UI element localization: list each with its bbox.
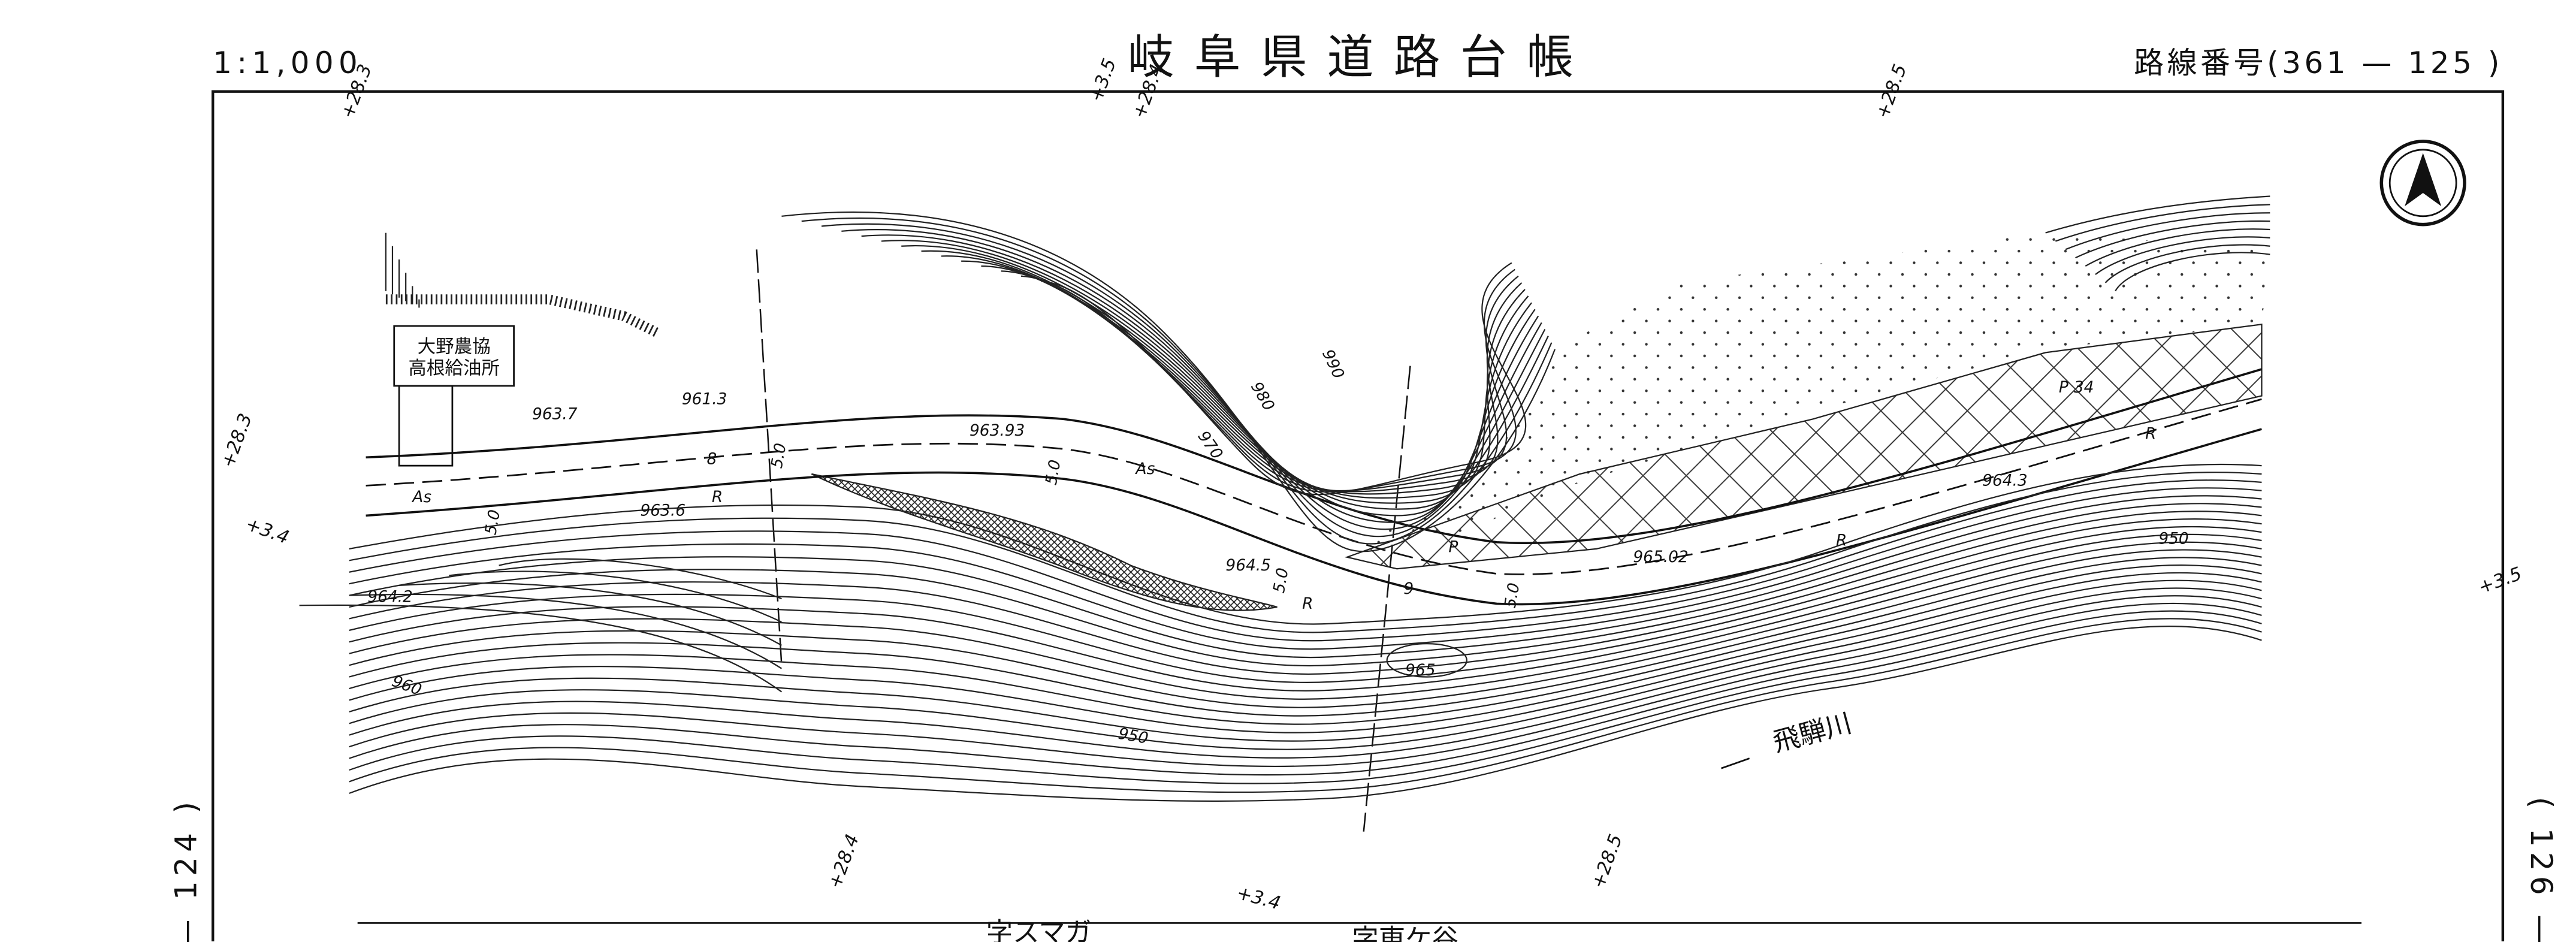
contour-line [2085,228,2270,267]
contour-line [2104,244,2270,283]
contour-line [349,587,2262,759]
parking-area [1345,323,2263,570]
contour-line [349,533,2262,700]
sheet-frame [212,90,2505,941]
contour-line [349,618,2262,793]
map-label: 9 [1403,580,1414,598]
map-label: As [1135,460,1155,478]
contour-line [349,495,2262,659]
map-label: 963.7 [532,405,578,423]
contour-line [349,564,2262,733]
map-label: 963.6 [641,502,685,520]
map-label: 5.0 [1502,582,1524,609]
contour-line [349,541,2262,708]
contour-line [399,582,782,646]
contour-line [349,518,2262,683]
contour-line [2075,220,2270,259]
contour-line [499,558,782,600]
contour-line [1041,262,1527,496]
contour-line [349,626,2262,802]
map-label: 5.0 [768,442,790,469]
road-centerline [366,398,2262,575]
contour-line [349,557,2262,725]
flow-arrow [1721,757,1750,769]
map-label: 964.2 [367,588,412,606]
map-label: 字スマガ [986,917,1092,942]
contour-line [349,526,2262,692]
contour-line [299,604,783,693]
contour-line [349,610,2262,784]
map-label: 950 [2158,530,2188,548]
scale: 1:1,000 [213,46,363,80]
vegetation-area [1347,233,2270,549]
mound [1386,642,1467,678]
north-arrow [2379,140,2466,227]
route-number: 路線番号(361 — 125 ) [2134,46,2503,80]
contour-line [2095,236,2270,275]
map-label: 5.0 [482,508,504,536]
map-label: R [2145,425,2156,443]
contour-line [349,479,2262,642]
map-label: 34 [2074,379,2094,397]
contour-line [349,472,2262,633]
adjacent-sheet: — 124 ) [168,797,203,942]
contour-line [349,463,2262,625]
map-label: 5.0 [1043,458,1065,486]
facility-name: 大野農協 [418,336,491,357]
map-label: 字東ケ谷 [1352,924,1458,942]
cliff-mark [385,294,659,337]
contour-line [349,579,2262,750]
building [398,385,454,467]
contour-line [349,511,2262,675]
map-label: As [411,488,431,506]
map-label: R [1836,532,1847,550]
map-label: P [2059,379,2068,397]
contour-line [2055,204,2270,242]
terrain [299,195,2270,832]
map-label: P [1448,538,1458,556]
contour-line [2065,212,2270,250]
retaining-wall [811,473,1278,611]
facility-name: 高根給油所 [408,358,500,379]
road-edge [366,428,2262,606]
map-label: 5.0 [1270,567,1292,594]
contour-line [349,503,2262,667]
map-label: 964.5 [1225,557,1270,575]
contour-line [349,572,2262,742]
map-label: R [1302,595,1313,613]
contour-line [2045,195,2270,234]
map-label: 8 [707,450,717,468]
adjacent-sheet: ( 126 — [2524,797,2559,942]
map-label: R [712,488,723,506]
map-label: 965.02 [1633,548,1688,566]
contour-line [2115,252,2270,292]
contour-line [449,570,782,623]
map-label: 961.3 [682,390,727,408]
facility-box [393,325,515,387]
contour-line [349,549,2262,717]
contour-line [349,595,2262,768]
contour-line [349,602,2262,776]
title: 岐阜県道路台帳 [1128,31,1593,84]
map-label: 965 [1405,662,1435,680]
contour-line [349,487,2262,650]
map-label: 964.3 [1982,472,2027,490]
contour-line [349,593,783,669]
map-label: 963.93 [970,422,1025,440]
